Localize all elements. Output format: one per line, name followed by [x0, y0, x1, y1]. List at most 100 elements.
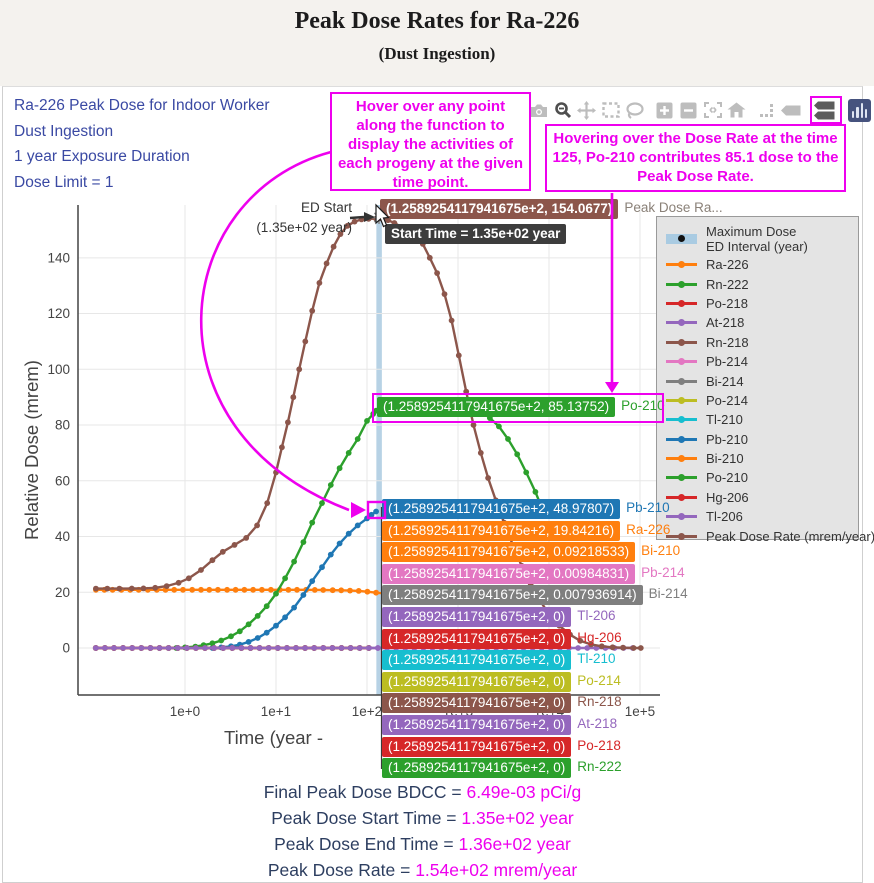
series-marker[interactable] [220, 645, 227, 651]
spike-lines-icon[interactable] [756, 99, 777, 121]
series-marker[interactable] [598, 643, 605, 650]
series-marker[interactable] [285, 419, 291, 426]
series-marker[interactable] [455, 352, 462, 359]
series-marker[interactable] [138, 645, 145, 651]
series-marker[interactable] [293, 645, 299, 651]
series-marker[interactable] [323, 260, 330, 267]
series-marker[interactable] [575, 645, 581, 651]
series-marker[interactable] [588, 641, 594, 648]
series-marker[interactable] [316, 280, 323, 286]
series-marker[interactable] [198, 586, 204, 593]
series-marker[interactable] [291, 558, 297, 565]
legend-item-po-218[interactable]: Po-218 [666, 294, 858, 313]
series-marker[interactable] [302, 338, 309, 345]
box-select-icon[interactable] [600, 99, 621, 121]
series-marker[interactable] [327, 482, 334, 488]
series-marker[interactable] [364, 418, 370, 424]
series-marker[interactable] [364, 588, 371, 595]
legend-item-hg-206[interactable]: Hg-206 [666, 488, 858, 507]
series-marker[interactable] [285, 586, 292, 593]
series-marker[interactable] [344, 222, 351, 229]
legend-item-tl-210[interactable]: Tl-210 [666, 410, 858, 429]
series-marker[interactable] [290, 394, 297, 401]
series-marker[interactable] [477, 450, 484, 456]
series-marker[interactable] [609, 644, 616, 651]
series-marker[interactable] [329, 587, 336, 594]
series-marker[interactable] [211, 645, 218, 651]
series-marker[interactable] [171, 586, 178, 593]
series-marker[interactable] [165, 645, 172, 651]
series-marker[interactable] [630, 645, 637, 651]
series-marker[interactable] [320, 645, 327, 651]
series-marker[interactable] [156, 645, 163, 651]
series-marker[interactable] [254, 522, 260, 529]
series-marker[interactable] [319, 500, 325, 506]
series-marker[interactable] [243, 535, 250, 541]
series-marker[interactable] [231, 542, 238, 548]
series-marker[interactable] [183, 645, 190, 651]
series-marker[interactable] [245, 639, 252, 645]
series-marker[interactable] [485, 475, 491, 481]
series-marker[interactable] [241, 586, 248, 593]
series-marker[interactable] [345, 530, 352, 537]
series-marker[interactable] [330, 243, 337, 250]
legend-item-tl-206[interactable]: Tl-206 [666, 507, 858, 526]
series-marker[interactable] [129, 645, 136, 651]
zoom-out-icon[interactable] [678, 99, 699, 121]
series-marker[interactable] [354, 522, 361, 529]
series-marker[interactable] [496, 423, 502, 430]
series-marker[interactable] [373, 508, 379, 515]
zoom-in-icon[interactable] [654, 99, 675, 121]
hover-closest-icon[interactable] [780, 99, 801, 121]
series-marker[interactable] [302, 645, 308, 651]
series-marker[interactable] [309, 519, 316, 526]
series-marker[interactable] [128, 585, 135, 592]
series-marker[interactable] [265, 645, 272, 651]
series-marker[interactable] [163, 583, 170, 589]
hover-compare-icon[interactable] [814, 99, 835, 121]
series-marker[interactable] [102, 645, 108, 651]
series-line-pb-210[interactable] [212, 510, 377, 650]
legend-item-pb-214[interactable]: Pb-214 [666, 352, 858, 371]
series-marker[interactable] [337, 231, 344, 238]
series-marker[interactable] [274, 645, 281, 651]
lasso-icon[interactable] [624, 99, 645, 121]
series-marker[interactable] [263, 603, 270, 610]
series-marker[interactable] [329, 645, 336, 651]
series-marker[interactable] [300, 539, 307, 545]
series-marker[interactable] [345, 450, 352, 456]
series-marker[interactable] [232, 586, 239, 593]
autoscale-icon[interactable] [702, 99, 723, 121]
reset-home-icon[interactable] [726, 99, 747, 121]
series-marker[interactable] [532, 489, 539, 495]
series-marker[interactable] [637, 645, 644, 651]
series-marker[interactable] [228, 633, 234, 640]
series-marker[interactable] [311, 587, 318, 593]
series-marker[interactable] [254, 613, 261, 619]
series-marker[interactable] [291, 604, 297, 611]
series-marker[interactable] [327, 551, 334, 558]
series-marker[interactable] [268, 586, 274, 593]
series-marker[interactable] [104, 585, 111, 592]
legend-item-ra-226[interactable]: Ra-226 [666, 255, 858, 274]
series-marker[interactable] [584, 645, 591, 651]
series-marker[interactable] [92, 645, 99, 651]
series-marker[interactable] [264, 500, 271, 506]
series-marker[interactable] [224, 586, 231, 593]
series-marker[interactable] [209, 640, 216, 647]
series-marker[interactable] [356, 645, 363, 651]
series-marker[interactable] [300, 592, 307, 598]
series-marker[interactable] [354, 436, 361, 442]
hover-compare-highlight-box[interactable] [810, 96, 842, 124]
series-marker[interactable] [355, 588, 362, 594]
legend-item-bi-210[interactable]: Bi-210 [666, 449, 858, 468]
series-marker[interactable] [338, 645, 345, 651]
series-marker[interactable] [219, 548, 226, 555]
pan-icon[interactable] [576, 99, 597, 121]
series-marker[interactable] [175, 579, 182, 586]
series-marker[interactable] [364, 515, 370, 522]
series-marker[interactable] [319, 564, 325, 571]
legend-item-pb-210[interactable]: Pb-210 [666, 430, 858, 449]
series-marker[interactable] [470, 422, 477, 428]
series-marker[interactable] [202, 645, 208, 651]
